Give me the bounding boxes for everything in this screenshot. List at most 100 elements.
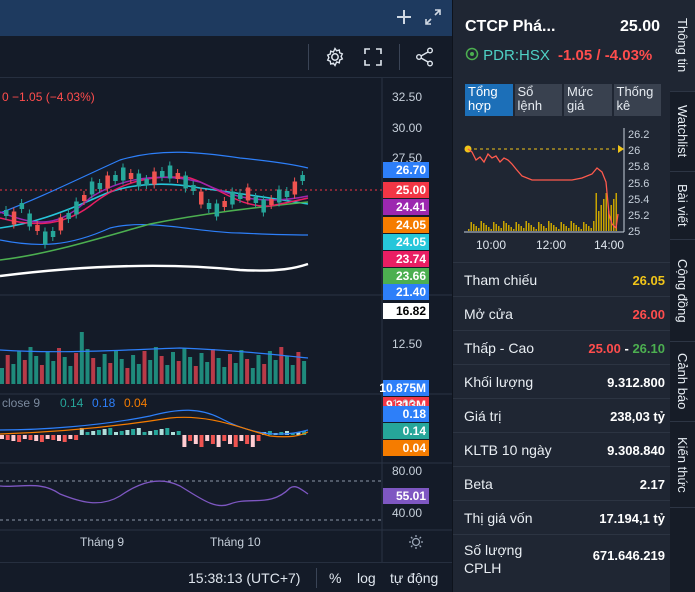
gear-icon[interactable] xyxy=(324,46,346,68)
stats-table: Tham chiếu 26.05 Mở cửa 26.00 Thấp - Cao… xyxy=(453,262,671,578)
stat-label: Tham chiếu xyxy=(464,272,538,288)
plus-icon[interactable] xyxy=(395,8,413,30)
mini-volume-bar xyxy=(480,221,482,231)
side-tab-watchlist[interactable]: Watchlist xyxy=(670,92,695,172)
mini-volume-bar xyxy=(485,225,487,231)
volume-bar xyxy=(262,364,267,384)
expand-diagonal-icon[interactable] xyxy=(424,8,442,30)
macd-legend-prefix: close 9 xyxy=(2,396,40,410)
volume-bar xyxy=(34,356,39,384)
share-icon[interactable] xyxy=(414,46,436,68)
candle-body xyxy=(191,185,196,191)
mini-volume-bar xyxy=(520,226,522,231)
price-axis: 32.50 30.00 27.50 xyxy=(392,90,422,165)
macd-histogram-bar xyxy=(68,435,73,439)
price-tag-text: 21.40 xyxy=(396,285,426,299)
axis-price-tag: 25.00 xyxy=(383,182,429,198)
stat-row-reference: Tham chiếu 26.05 xyxy=(453,262,671,296)
macd-histogram-bar xyxy=(148,431,153,435)
macd-histogram-bar xyxy=(39,435,44,442)
price-tag-text: 25.00 xyxy=(396,183,426,197)
mini-volume-bar xyxy=(548,221,550,231)
percent-scale-toggle[interactable]: % xyxy=(329,570,342,586)
tab-price-levels[interactable]: Mức giá xyxy=(564,84,614,116)
price-chart-canvas[interactable]: 0 −1.05 (−4.03%) 32.50 30.00 27.50 26.70… xyxy=(0,78,452,562)
fullscreen-icon[interactable] xyxy=(362,46,384,68)
mini-time-label: 10:00 xyxy=(476,238,506,252)
side-tab-label: Cộng đồng xyxy=(675,258,690,323)
macd-histogram-bar xyxy=(182,435,187,447)
tab-label: Mức xyxy=(567,84,594,99)
mini-volume-bar xyxy=(533,227,535,231)
side-tab-articles[interactable]: Bài viết xyxy=(670,172,695,240)
price-tag-bg xyxy=(383,380,429,396)
axis-price-tag: 24.05 xyxy=(383,234,429,250)
macd-histogram-bar xyxy=(188,435,193,441)
candle-body xyxy=(43,231,48,245)
price-tag-text: 24.05 xyxy=(396,218,426,232)
price-tag-bg xyxy=(383,251,429,267)
volume-bar xyxy=(228,354,232,384)
volume-bar xyxy=(57,348,61,384)
volume-bar xyxy=(245,359,250,384)
intraday-price-line xyxy=(467,148,619,230)
mini-volume-bar xyxy=(608,211,610,231)
tab-statistics[interactable]: Thống kê xyxy=(613,84,663,116)
mini-volume-bar xyxy=(470,222,472,231)
stock-change: -1.05 / -4.03% xyxy=(558,47,653,64)
price-tag-bg xyxy=(383,234,429,250)
mini-volume-bar xyxy=(525,221,527,231)
log-scale-toggle[interactable]: log xyxy=(357,570,376,586)
stat-row-beta: Beta 2.17 xyxy=(453,466,671,500)
volume-bar xyxy=(199,353,204,384)
macd-histogram-bar xyxy=(267,431,272,435)
stock-symbol[interactable]: PDR:HSX xyxy=(483,47,550,64)
volume-bar xyxy=(131,355,136,384)
sun-gear-icon[interactable] xyxy=(409,535,423,549)
bollinger-upper-band xyxy=(0,151,309,214)
intraday-mini-chart[interactable]: 26.2 26 25.8 25.6 25.4 25.2 25 10:00 12:… xyxy=(452,124,670,256)
stat-value: 9.308.840 xyxy=(607,443,665,458)
macd-histogram-bar xyxy=(22,435,27,439)
price-tag-text: 23.74 xyxy=(396,252,426,266)
macd-histogram-bar xyxy=(296,432,301,435)
mini-axis-label: 25.2 xyxy=(628,210,649,222)
price-tag-text: 0.18 xyxy=(403,407,427,421)
side-tab-alerts[interactable]: Cảnh báo xyxy=(670,342,695,422)
macd-histogram-bar xyxy=(228,435,232,444)
high-value: 26.10 xyxy=(632,341,665,356)
macd-histogram-bar xyxy=(222,435,227,441)
mini-volume-bar xyxy=(573,223,575,231)
tab-label: lệnh xyxy=(517,98,543,113)
axis-price-tag: 24.41 xyxy=(383,199,429,215)
tab-overview[interactable]: Tổng hợp xyxy=(465,84,515,116)
chart-toolbar xyxy=(0,36,452,78)
volume-bar xyxy=(153,347,158,384)
stat-label: Beta xyxy=(464,476,493,492)
tab-order-book[interactable]: Sổ lệnh xyxy=(514,84,564,116)
volume-bar xyxy=(114,350,118,384)
candle-body xyxy=(245,187,251,201)
rsi-axis-label: 40.00 xyxy=(392,506,422,520)
volume-bar xyxy=(28,347,33,384)
side-tab-label: Watchlist xyxy=(675,105,690,158)
clock-readout: 15:38:13 (UTC+7) xyxy=(188,570,301,586)
auto-scale-toggle[interactable]: tự động xyxy=(390,570,439,586)
volume-bar xyxy=(210,349,215,384)
volume-ma-line xyxy=(0,347,309,359)
candle-body xyxy=(199,191,204,205)
volume-bar xyxy=(165,365,170,384)
side-tab-info[interactable]: Thông tin xyxy=(670,0,695,92)
volume-bar xyxy=(119,359,124,384)
macd-histogram-bar xyxy=(193,435,198,444)
low-value: 25.00 xyxy=(588,341,621,356)
price-tag-text: 10.875M xyxy=(379,381,426,395)
stat-label: Mở cửa xyxy=(464,306,513,322)
mini-volume-bar xyxy=(583,222,585,231)
side-tab-community[interactable]: Cộng đồng xyxy=(670,240,695,342)
mini-volume-bar xyxy=(568,228,570,231)
rsi-line xyxy=(0,480,309,507)
side-tab-knowledge[interactable]: Kiến thức xyxy=(670,422,695,508)
candle-body xyxy=(97,183,103,189)
macd-histogram-bar xyxy=(233,435,238,447)
